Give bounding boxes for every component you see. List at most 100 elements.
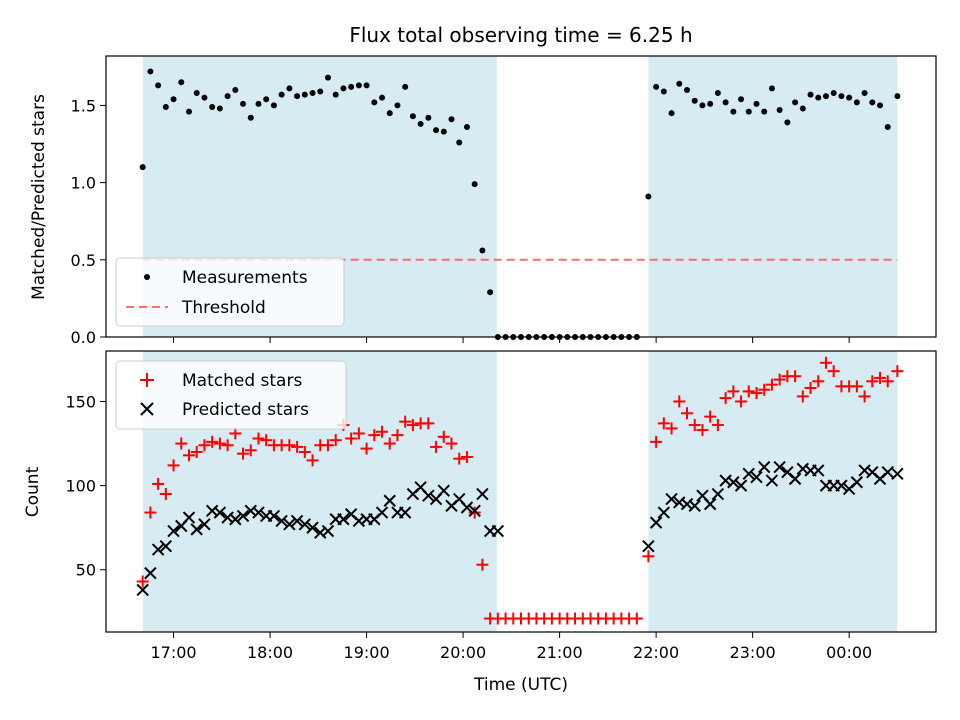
matched-star-point	[445, 437, 458, 450]
predicted-star-point	[727, 476, 740, 489]
matched-star-point	[453, 452, 466, 465]
predicted-star-point	[321, 524, 335, 538]
measurement-point	[201, 94, 208, 101]
predicted-star-point	[159, 539, 173, 553]
bottom-y-ticks: 50 100 150	[65, 392, 106, 580]
measurement-point	[317, 88, 324, 95]
predicted-star-point	[742, 467, 755, 481]
top-ytick-label-3: 1.5	[71, 96, 96, 115]
legend-threshold-label: Threshold	[181, 298, 266, 318]
measurement-point	[730, 108, 737, 115]
measurement-point	[147, 68, 154, 75]
measurement-point	[224, 93, 231, 100]
shaded-interval-1	[648, 351, 898, 632]
matched-star-point	[812, 375, 825, 388]
bottom-ytick-label-0: 50	[76, 561, 96, 580]
matched-star-point	[657, 417, 670, 430]
measurement-point	[170, 96, 177, 103]
matched-star-point	[765, 378, 778, 391]
bottom-ytick-label-2: 150	[65, 392, 96, 411]
measurement-point	[178, 79, 185, 86]
matched-star-point	[237, 447, 250, 460]
matched-star-point	[642, 550, 655, 563]
matched-star-point	[175, 437, 188, 450]
bottom-xtick-label-0: 17:00	[151, 643, 197, 662]
x-axis-label: Time (UTC)	[473, 675, 568, 695]
matched-star-point	[252, 432, 265, 445]
matched-star-point	[430, 440, 443, 453]
measurement-point	[807, 91, 814, 98]
measurement-point	[471, 181, 478, 188]
measurement-point	[433, 127, 440, 134]
matched-star-point	[704, 410, 717, 423]
matched-star-point	[758, 383, 771, 396]
matched-star-point	[159, 488, 172, 501]
measurement-point	[371, 99, 378, 106]
matched-star-point	[167, 459, 180, 472]
measurement-point	[448, 116, 455, 123]
measurement-point	[363, 82, 370, 89]
matched-star-point	[437, 430, 450, 443]
legend-predicted-label: Predicted stars	[182, 400, 309, 420]
predicted-star-point	[765, 474, 779, 487]
matched-star-point	[650, 435, 663, 448]
bottom-xtick-label-1: 18:00	[247, 643, 293, 662]
measurement-point	[714, 90, 721, 97]
bottom-xtick-label-7: 00:00	[826, 643, 872, 662]
matched-star-point	[630, 612, 643, 625]
measurement-point	[645, 193, 652, 200]
measurement-point	[216, 105, 223, 112]
predicted-star-point	[182, 511, 196, 524]
predicted-star-point	[688, 499, 701, 513]
measurement-point	[660, 88, 667, 95]
predicted-star-point	[151, 543, 165, 556]
matched-star-point	[136, 575, 149, 588]
predicted-star-point	[812, 464, 825, 477]
measurement-point	[209, 103, 216, 110]
matched-star-point	[460, 451, 473, 464]
matched-star-point	[383, 437, 396, 450]
predicted-star-point	[213, 506, 227, 519]
measurement-point	[155, 82, 162, 89]
predicted-star-point	[337, 513, 350, 526]
predicted-star-point	[773, 460, 786, 474]
measurement-point	[255, 100, 262, 107]
matched-star-point	[850, 380, 863, 393]
predicted-star-point	[881, 465, 894, 479]
measurement-point	[301, 91, 308, 98]
top-ylabel: Matched/Predicted stars	[29, 94, 49, 300]
predicted-star-point	[734, 479, 748, 492]
bottom-xtick-label-5: 22:00	[633, 643, 679, 662]
matched-star-point	[688, 419, 701, 432]
matched-star-point	[874, 371, 887, 384]
matched-star-point	[735, 395, 748, 408]
bottom-axes-frame	[105, 350, 937, 633]
matched-star-point	[352, 427, 365, 440]
measurement-point	[653, 83, 660, 90]
matched-star-point	[391, 429, 404, 442]
measurement-point	[309, 90, 316, 97]
matched-star-point	[221, 439, 234, 452]
top-axes-frame	[105, 55, 937, 338]
predicted-star-point	[491, 524, 505, 538]
measurement-point	[487, 289, 494, 296]
top-x-ticks	[173, 337, 850, 343]
measurement-point	[440, 128, 447, 135]
measurement-point	[722, 99, 729, 106]
matched-star-point	[291, 440, 304, 453]
top-ytick-label-0: 0.0	[71, 328, 96, 347]
measurement-point	[707, 100, 714, 107]
matched-star-point	[298, 445, 311, 458]
measurement-point	[193, 90, 200, 97]
bottom-legend-box	[115, 360, 347, 430]
predicted-star-point	[476, 487, 489, 501]
top-panel: 0.0 0.5 1.0 1.5 Matched/Predicted stars Mea…	[29, 55, 937, 347]
measurement-point	[463, 124, 470, 131]
measurement-point	[232, 86, 239, 93]
measurement-point	[324, 74, 331, 81]
matched-star-point	[719, 392, 732, 405]
measurement-point	[753, 100, 760, 107]
predicted-star-point	[383, 494, 396, 507]
matched-star-point	[206, 435, 219, 448]
bottom-ylabel: Count	[23, 466, 43, 517]
